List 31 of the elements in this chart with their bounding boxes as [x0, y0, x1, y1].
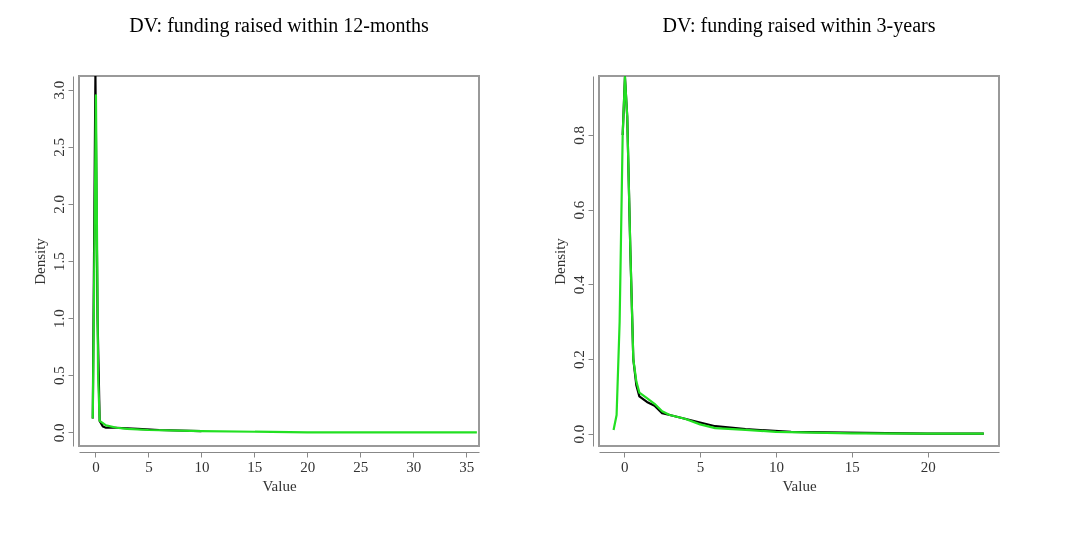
x-tick-label: 5	[696, 458, 705, 475]
x-tick-label: 0	[620, 458, 629, 475]
x-tick-label: 25	[353, 458, 369, 475]
chart-title: DV: funding raised within 12-months	[129, 14, 430, 37]
y-axis-title: Density	[551, 237, 568, 285]
x-tick-label: 20	[300, 458, 316, 475]
x-axis-title: Value	[262, 477, 297, 494]
y-tick-label: 1.5	[50, 252, 67, 271]
y-tick-label: 0.0	[570, 424, 587, 444]
y-tick-label: 0.0	[50, 423, 67, 443]
y-axis-title: Density	[31, 237, 48, 285]
y-tick-label: 2.5	[50, 137, 67, 157]
y-tick-label: 0.4	[570, 274, 587, 295]
y-tick-label: 2.0	[50, 195, 67, 214]
x-tick-label: 10	[194, 458, 210, 475]
x-tick-label: 15	[247, 458, 263, 475]
x-tick-label: 15	[844, 458, 860, 475]
x-tick-label: 10	[768, 458, 784, 475]
y-tick-label: 3.0	[50, 80, 67, 100]
x-axis-title: Value	[782, 477, 817, 494]
x-tick-label: 30	[406, 458, 422, 475]
x-tick-label: 20	[920, 458, 936, 475]
y-tick-label: 0.2	[570, 350, 587, 369]
x-tick-label: 0	[92, 458, 100, 475]
x-tick-label: 35	[459, 458, 475, 475]
y-tick-label: 0.6	[570, 200, 587, 220]
x-tick-label: 5	[145, 458, 153, 475]
chart-title: DV: funding raised within 3-years	[662, 14, 936, 37]
y-tick-label: 1.0	[50, 309, 67, 328]
y-tick-label: 0.8	[570, 126, 587, 145]
y-tick-label: 0.5	[50, 366, 67, 386]
